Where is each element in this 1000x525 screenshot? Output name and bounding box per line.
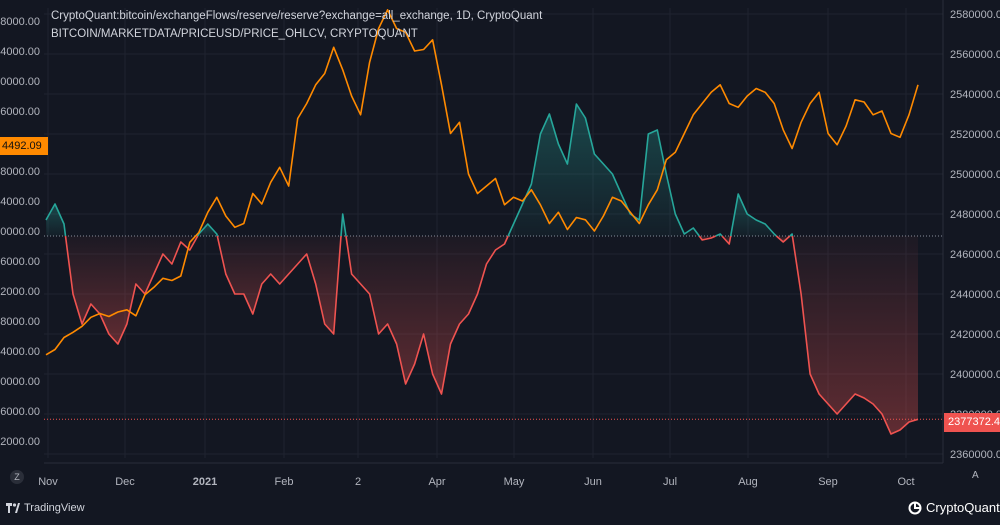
right-axis-tick-label: 2440000.00 <box>950 289 1000 301</box>
left-axis-tick-label: 6000.00 <box>0 406 40 418</box>
right-axis-tick-label: 2580000.00 <box>950 9 1000 21</box>
reserve-fill-below <box>792 236 918 434</box>
reserve-fill-below <box>217 236 341 334</box>
right-axis-tick-label: 2540000.00 <box>950 89 1000 101</box>
reserve-line-above-baseline <box>340 213 347 237</box>
x-axis-tick-label: Dec <box>115 476 135 488</box>
cryptoquant-logo: CryptoQuant <box>908 500 1000 515</box>
reserve-line-below-baseline <box>721 235 732 245</box>
reserve-fill-above <box>197 224 218 236</box>
x-axis-tick-label: May <box>504 476 525 488</box>
series-lines <box>45 9 919 435</box>
reserve-line-below-baseline <box>775 235 791 243</box>
cryptoquant-label: CryptoQuant <box>926 500 1000 515</box>
last-reserve-tag: 2377372.4 <box>944 413 1000 432</box>
right-axis-tick-label: 2360000.00 <box>950 449 1000 461</box>
x-axis-tick-label: Oct <box>897 476 914 488</box>
right-axis-tick-label: 2460000.00 <box>950 249 1000 261</box>
axes: 2580000.00 2560000.00 2540000.00 2520000.00… <box>0 0 1000 488</box>
left-axis-tick-label: 26000.00 <box>0 256 40 268</box>
right-axis-tick-label: 2420000.00 <box>950 329 1000 341</box>
tradingview-label: TradingView <box>24 502 85 514</box>
left-axis-tick-label: 2000.00 <box>0 436 40 448</box>
reserve-fill-below <box>346 236 509 394</box>
zoom-reset-button[interactable]: Z <box>10 470 24 484</box>
x-axis-tick-label: Aug <box>738 476 758 488</box>
reserve-line-below-baseline <box>345 235 509 395</box>
reserve-line-above-baseline <box>45 203 67 237</box>
left-axis-tick-label: 34000.00 <box>0 196 40 208</box>
reserve-line-below-baseline <box>216 235 342 335</box>
left-axis-tick-label: 54000.00 <box>0 46 40 58</box>
right-axis-tick-label: 2560000.00 <box>950 49 1000 61</box>
left-axis-tick-label: 58000.00 <box>0 16 40 28</box>
legend-price-series: BITCOIN/MARKETDATA/PRICEUSD/PRICE_OHLCV,… <box>51 28 418 40</box>
x-axis-tick-label: 2 <box>355 476 361 488</box>
legend-reserve-series: CryptoQuant:bitcoin/exchangeFlows/reserv… <box>51 10 543 22</box>
reserve-line-below-baseline <box>791 235 919 435</box>
last-price-tag: 4492.09 <box>0 137 48 155</box>
right-axis-tick-label: 2480000.00 <box>950 209 1000 221</box>
left-axis-tick-label: 46000.00 <box>0 106 40 118</box>
tradingview-icon <box>6 503 20 513</box>
left-axis-tick-label: 50000.00 <box>0 76 40 88</box>
left-axis-tick-label: 18000.00 <box>0 316 40 328</box>
left-axis-tick-label: 22000.00 <box>0 286 40 298</box>
left-axis-tick-label: 14000.00 <box>0 346 40 358</box>
cryptoquant-icon <box>908 501 922 514</box>
auto-scale-button[interactable]: A <box>972 470 979 481</box>
right-axis-tick-label: 2520000.00 <box>950 129 1000 141</box>
reserve-line-above-baseline <box>196 223 219 237</box>
x-axis-tick-label: Apr <box>428 476 445 488</box>
left-axis-tick-label: 10000.00 <box>0 376 40 388</box>
reserve-line-above-baseline <box>789 233 794 237</box>
reserve-fill-below <box>65 236 198 344</box>
x-axis-tick-label: Jul <box>663 476 677 488</box>
chart-grid <box>44 8 943 458</box>
tradingview-logo: TradingView <box>6 502 85 514</box>
right-axis-tick-label: 2500000.00 <box>950 169 1000 181</box>
x-axis-tick-label: 2021 <box>193 476 217 488</box>
right-axis-tick-label: 2400000.00 <box>950 369 1000 381</box>
left-axis-tick-label: 38000.00 <box>0 166 40 178</box>
reserve-line-below-baseline <box>698 235 717 241</box>
left-axis-tick-label: 30000.00 <box>0 226 40 238</box>
reserve-fill-below <box>776 236 790 242</box>
reserve-line-above-baseline <box>729 193 777 237</box>
x-axis-tick-label: Nov <box>38 476 58 488</box>
reserve-line-above-baseline <box>715 233 723 237</box>
reserve-area-fill <box>46 104 918 434</box>
footer-bar <box>0 493 1000 525</box>
reserve-line-above-baseline <box>507 103 700 237</box>
x-axis-tick-label: Sep <box>818 476 838 488</box>
price-line <box>45 9 919 356</box>
x-axis-tick-label: Jun <box>584 476 602 488</box>
reserve-line-below-baseline <box>64 235 199 345</box>
x-axis-tick-label: Feb <box>275 476 294 488</box>
